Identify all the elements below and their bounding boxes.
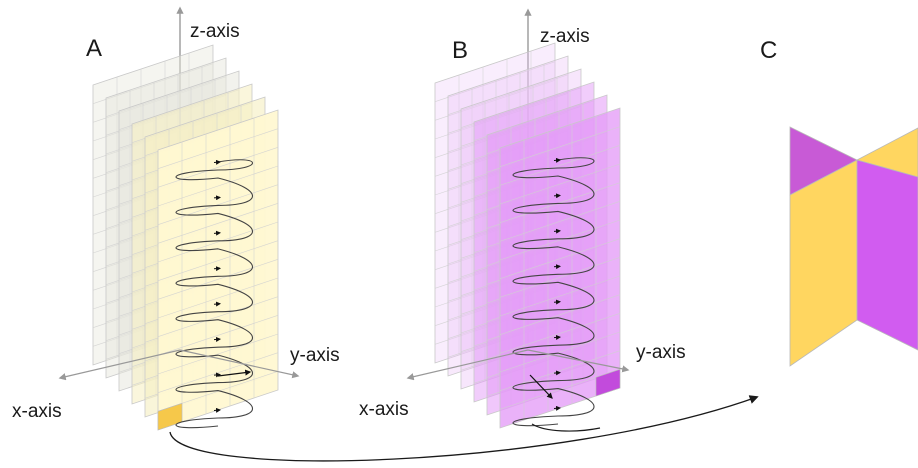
slice-grid-row xyxy=(499,126,621,167)
panel-b-label: B xyxy=(452,37,468,64)
slice-grid-row xyxy=(157,296,279,337)
slice-grid-row xyxy=(499,219,621,261)
y-axis-line xyxy=(527,349,630,373)
slice-grid-row xyxy=(157,203,279,244)
panel-c-bottom-left-yellow xyxy=(789,159,858,367)
panel-c-label: C xyxy=(760,37,777,64)
slice-grid-row xyxy=(499,163,621,205)
slice-grid-row xyxy=(157,221,279,263)
slice-grid-row xyxy=(499,145,621,186)
slice-grid-row xyxy=(157,240,279,281)
panel-a-label: A xyxy=(86,35,102,62)
scan-end-arrow xyxy=(217,369,252,377)
scan-direction-arrow xyxy=(213,407,221,413)
panel-a-z-axis-label: z-axis xyxy=(190,21,240,42)
panel-b-slice-stack xyxy=(406,8,630,429)
slice-grid-row xyxy=(499,201,621,242)
slice-grid-row xyxy=(157,147,279,188)
scan-path xyxy=(175,159,253,429)
panel-b-x-axis-label: x-axis xyxy=(359,399,409,420)
scan-direction-arrow xyxy=(553,157,561,163)
y-axis-line xyxy=(179,349,300,379)
slice-grid-row xyxy=(499,313,621,354)
scan-direction-arrow xyxy=(553,264,561,270)
scan-direction-arrow xyxy=(213,336,221,342)
slice-plane xyxy=(157,109,279,431)
scan-direction-arrow xyxy=(213,301,221,307)
scan-direction-arrow xyxy=(553,370,561,376)
transfer-arrow xyxy=(169,395,759,462)
scan-direction-arrow xyxy=(213,159,221,165)
panel-c-folded-sheet xyxy=(789,126,918,367)
slice-grid-row xyxy=(499,182,621,223)
panel-a-x-axis-label: x-axis xyxy=(12,401,62,422)
panel-b-z-axis-label: z-axis xyxy=(540,26,590,47)
slice-grid-row xyxy=(447,74,569,115)
highlighted-voxel xyxy=(595,368,621,397)
slice-grid-row xyxy=(157,333,279,375)
x-axis-line xyxy=(58,349,181,381)
scan-direction-arrow xyxy=(553,405,561,411)
scan-end-arrow xyxy=(529,374,553,399)
slice-grid-row xyxy=(499,331,621,373)
slice-grid-row xyxy=(157,277,279,319)
slice-grid-row xyxy=(157,128,279,169)
panel-a-slice-stack xyxy=(58,6,300,431)
slice-grid-row xyxy=(499,275,621,317)
scan-direction-arrow xyxy=(553,193,561,199)
scan-direction-arrow xyxy=(213,230,221,236)
slice-grid-row xyxy=(434,61,556,102)
scan-direction-arrow xyxy=(213,266,221,272)
slice-grid-row xyxy=(499,238,621,279)
scan-path xyxy=(512,157,595,427)
slice-grid-row xyxy=(499,257,621,298)
scan-direction-arrow xyxy=(553,334,561,340)
scan-direction-arrow xyxy=(553,299,561,305)
slice-grid-row xyxy=(157,315,279,356)
panel-c-bottom-right-purple xyxy=(856,159,918,351)
slice-grid-row xyxy=(157,165,279,207)
scan-direction-arrow xyxy=(213,195,221,201)
scan-direction-arrow xyxy=(213,372,221,378)
slice-grid-row xyxy=(499,294,621,335)
transfer-arrow-tail xyxy=(531,423,601,432)
panel-b-y-axis-label: y-axis xyxy=(636,342,686,363)
panel-a-y-axis-label: y-axis xyxy=(290,345,340,366)
scan-direction-arrow xyxy=(553,228,561,234)
x-axis-line xyxy=(406,349,529,381)
slice-grid-row xyxy=(157,259,279,300)
slice-grid-row xyxy=(434,80,556,121)
slice-grid-row xyxy=(157,184,279,225)
